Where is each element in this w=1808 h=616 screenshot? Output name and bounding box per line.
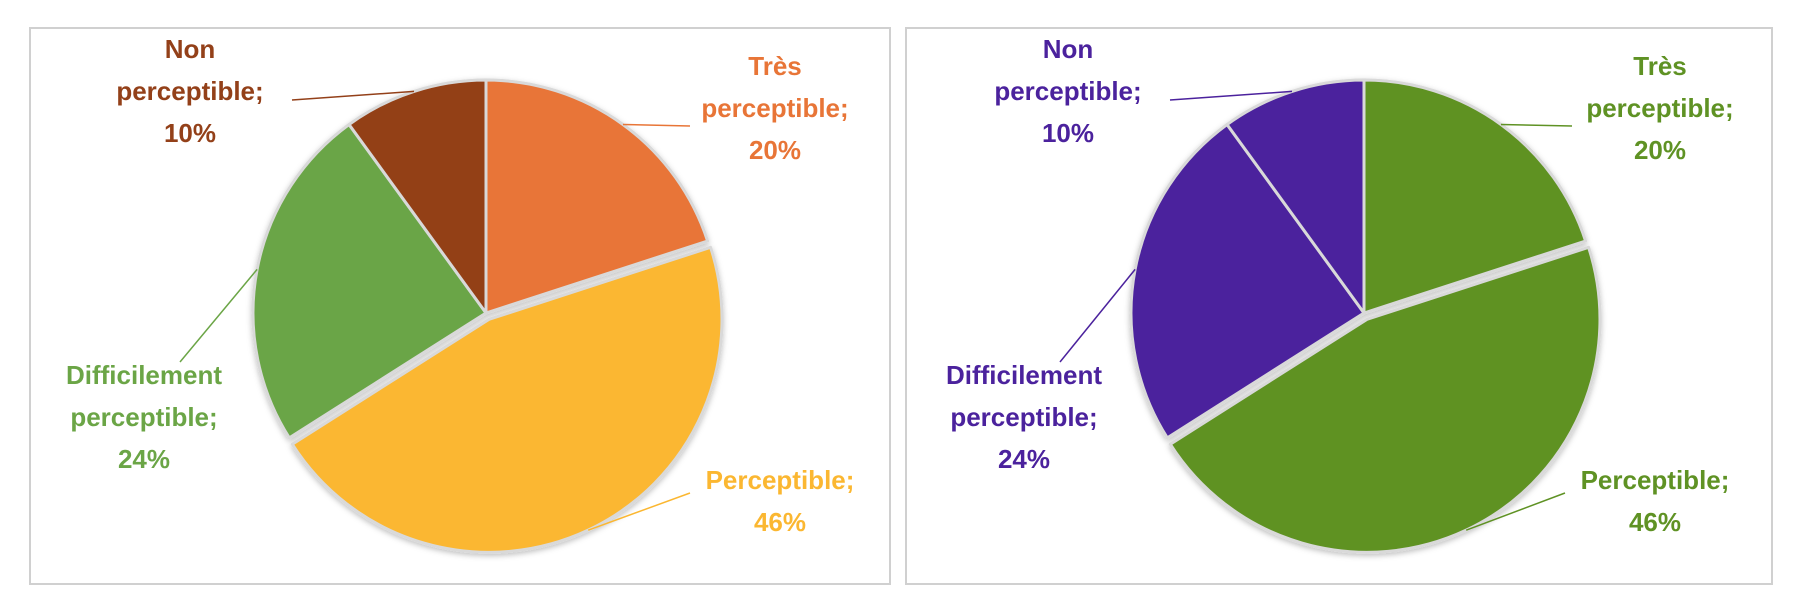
chart-1-label-non-perceptible-line-2: perceptible; [116,76,263,106]
chart-1-label-difficilement-perceptible-line-2: perceptible; [70,402,217,432]
chart-1-label-non-perceptible-line-1: Non [165,34,216,64]
chart-1-slice-tres-perceptible [484,78,710,315]
chart-2-label-perceptible: Perceptible; 46% [1581,465,1730,537]
chart-1-label-non-perceptible-line-3: 10% [164,118,216,148]
chart-2-labels: Très perceptible; 20% Perceptible; 46% Diffic… [946,34,1734,537]
chart-1-label-tres-perceptible-line-2: perceptible; [701,93,848,123]
chart-2-label-perceptible-line-2: 46% [1629,507,1681,537]
chart-1-label-perceptible: Perceptible; 46% [706,465,855,537]
chart-1-slice-perceptible [290,245,724,554]
chart-2-slice-perceptible [1168,245,1602,554]
chart-1-leader-lines [179,90,691,531]
chart-1-label-difficilement-perceptible: Difficilement perceptible; 24% [66,360,222,474]
chart-2-leader-perceptible [1465,492,1566,531]
chart-1-label-perceptible-line-2: 46% [754,507,806,537]
chart-2-label-non-perceptible-line-2: perceptible; [994,76,1141,106]
chart-2-slices [1129,78,1602,554]
chart-1-leader-perceptible [587,492,691,531]
chart-1-leader-non-perceptible [291,90,415,101]
pie-chart-2: Très perceptible; 20% Perceptible; 46% Diffic… [905,27,1773,585]
chart-1-label-difficilement-perceptible-line-1: Difficilement [66,360,222,390]
chart-2-label-difficilement-perceptible-line-2: perceptible; [950,402,1097,432]
chart-1-label-non-perceptible: Non perceptible; 10% [116,34,263,148]
chart-2-leader-tres-perceptible [1500,123,1573,127]
chart-2-leader-lines [1059,90,1573,531]
chart-1-label-perceptible-line-1: Perceptible; [706,465,855,495]
chart-2-label-perceptible-line-1: Perceptible; [1581,465,1730,495]
chart-2-leader-non-perceptible [1169,90,1293,101]
chart-2-label-difficilement-perceptible-line-1: Difficilement [946,360,1102,390]
chart-1-label-tres-perceptible-line-3: 20% [749,135,801,165]
chart-2-label-non-perceptible-line-1: Non [1043,34,1094,64]
chart-1-leader-difficilement-perceptible [179,268,258,363]
chart-1-label-tres-perceptible: Très perceptible; 20% [701,51,848,165]
chart-2-label-non-perceptible-line-3: 10% [1042,118,1094,148]
chart-1-label-difficilement-perceptible-line-3: 24% [118,444,170,474]
chart-2-label-tres-perceptible-line-2: perceptible; [1586,93,1733,123]
chart-1-labels: Très perceptible; 20% Perceptible; 46% Diffic… [66,34,854,537]
chart-1-slices [251,78,724,554]
chart-2-label-difficilement-perceptible-line-3: 24% [998,444,1050,474]
chart-2-label-difficilement-perceptible: Difficilement perceptible; 24% [946,360,1102,474]
chart-2-label-tres-perceptible-line-3: 20% [1634,135,1686,165]
chart-1-leader-tres-perceptible [622,123,691,127]
pie-chart-1: Très perceptible; 20% Perceptible; 46% Diffic… [29,27,891,585]
chart-2-label-tres-perceptible-line-1: Très [1633,51,1687,81]
chart-2-label-tres-perceptible: Très perceptible; 20% [1586,51,1733,165]
chart-2-slice-difficilement-perceptible [1129,122,1366,440]
chart-2-label-non-perceptible: Non perceptible; 10% [994,34,1141,148]
chart-2-leader-difficilement-perceptible [1059,268,1136,363]
chart-2-slice-non-perceptible [1225,78,1366,315]
chart-1-label-tres-perceptible-line-1: Très [748,51,802,81]
